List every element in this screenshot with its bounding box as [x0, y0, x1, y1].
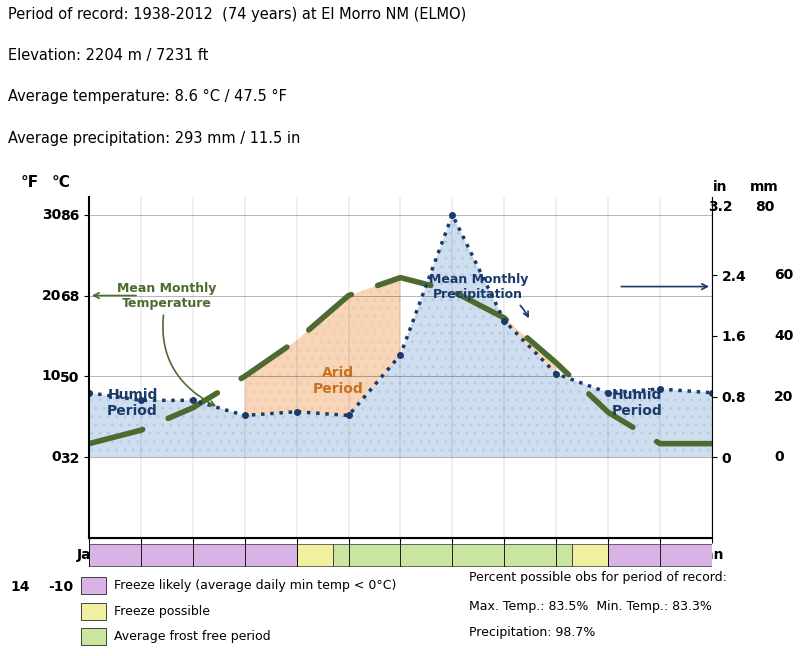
Text: 60: 60 — [774, 268, 794, 282]
Bar — [297, 544, 333, 566]
Text: Humid
Period: Humid Period — [108, 388, 158, 419]
Text: °C: °C — [52, 175, 70, 190]
Text: 40: 40 — [774, 329, 794, 343]
Bar — [81, 602, 107, 619]
Text: Average temperature: 8.6 °C / 47.5 °F: Average temperature: 8.6 °C / 47.5 °F — [8, 89, 287, 104]
Text: Mean Monthly
Temperature: Mean Monthly Temperature — [117, 281, 217, 405]
Text: 0: 0 — [51, 450, 61, 464]
Bar — [572, 544, 608, 566]
Text: Humid
Period: Humid Period — [612, 388, 663, 419]
Bar — [608, 544, 712, 566]
Text: 10: 10 — [41, 369, 61, 383]
Text: Freeze likely (average daily min temp < 0°C): Freeze likely (average daily min temp < … — [113, 579, 396, 592]
Text: -10: -10 — [48, 580, 74, 594]
Text: Average frost free period: Average frost free period — [113, 630, 270, 643]
Bar — [81, 628, 107, 646]
Text: Arid
Period: Arid Period — [313, 366, 363, 396]
Text: 80: 80 — [755, 200, 774, 214]
Text: Elevation: 2204 m / 7231 ft: Elevation: 2204 m / 7231 ft — [8, 48, 209, 63]
Bar — [333, 544, 572, 566]
Text: °F: °F — [21, 175, 39, 190]
Text: 30: 30 — [42, 208, 61, 222]
Text: Freeze possible: Freeze possible — [113, 605, 210, 617]
Text: 14: 14 — [11, 580, 30, 594]
Bar — [81, 577, 107, 594]
Text: 20: 20 — [41, 289, 61, 302]
Text: 0: 0 — [774, 450, 784, 464]
Text: in: in — [713, 180, 727, 194]
Text: Percent possible obs for period of record:: Percent possible obs for period of recor… — [469, 571, 727, 584]
Text: Precipitation: 98.7%: Precipitation: 98.7% — [469, 626, 595, 640]
Text: Average precipitation: 293 mm / 11.5 in: Average precipitation: 293 mm / 11.5 in — [8, 131, 300, 146]
Bar — [89, 544, 297, 566]
Text: Mean Monthly
Precipitation: Mean Monthly Precipitation — [429, 273, 528, 317]
Text: Period of record: 1938-2012  (74 years) at El Morro NM (ELMO): Period of record: 1938-2012 (74 years) a… — [8, 7, 466, 22]
Text: mm: mm — [750, 180, 779, 194]
Text: 3.2: 3.2 — [708, 200, 732, 214]
Text: 20: 20 — [774, 390, 794, 403]
Text: Max. Temp.: 83.5%  Min. Temp.: 83.3%: Max. Temp.: 83.5% Min. Temp.: 83.3% — [469, 600, 712, 613]
